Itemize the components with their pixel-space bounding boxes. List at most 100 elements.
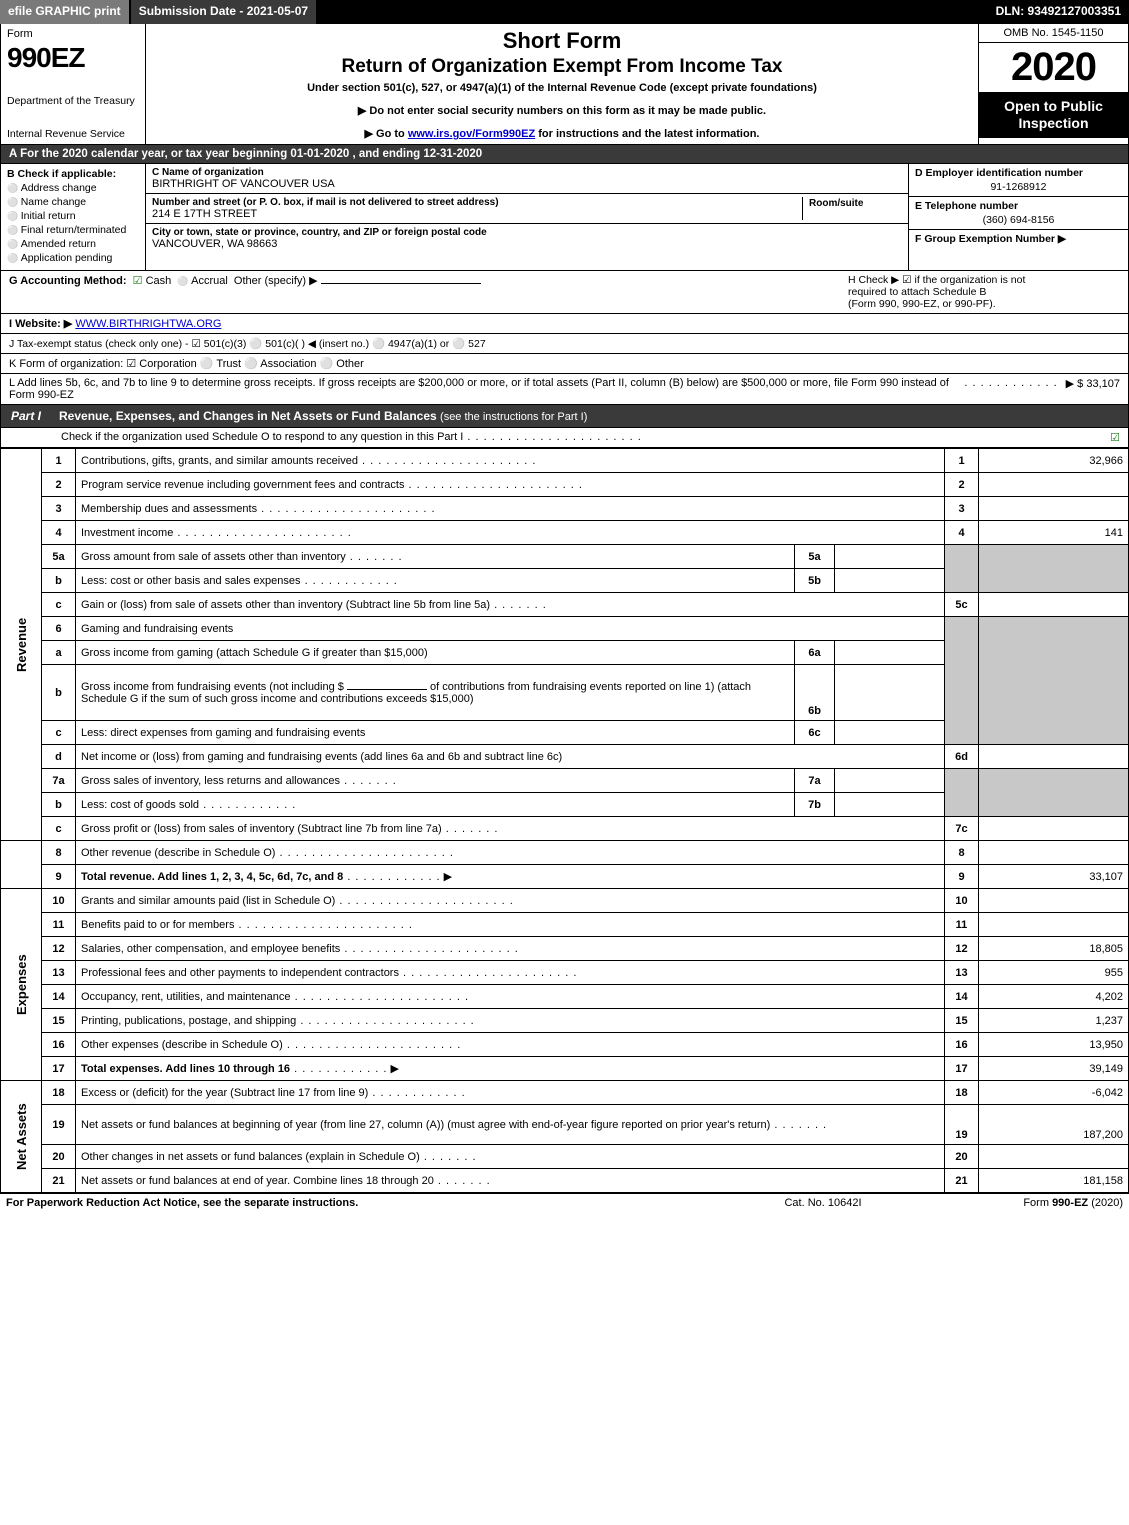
line-6d-ln: 6d: [945, 745, 979, 769]
line-4-amt: 141: [979, 521, 1129, 545]
form-header: Form 990EZ Department of the Treasury In…: [0, 24, 1129, 145]
line-6a-sv: [835, 641, 945, 665]
line-10-desc: Grants and similar amounts paid (list in…: [76, 889, 945, 913]
line-19: 19 Net assets or fund balances at beginn…: [1, 1105, 1129, 1145]
dept-treasury: Department of the Treasury: [7, 95, 139, 107]
goto-post: for instructions and the latest informat…: [535, 128, 759, 140]
ein-value: 91-1268912: [915, 181, 1122, 193]
line-6a-desc: Gross income from gaming (attach Schedul…: [76, 641, 795, 665]
line-7a-desc: Gross sales of inventory, less returns a…: [76, 769, 795, 793]
chk-amended-return[interactable]: Amended return: [7, 238, 139, 250]
line-17-dots: [290, 1063, 387, 1075]
part-1-schedule-o-checkbox[interactable]: [1100, 431, 1120, 444]
line-12-desc: Salaries, other compensation, and employ…: [76, 937, 945, 961]
h-line3: (Form 990, 990-EZ, or 990-PF).: [848, 298, 1120, 310]
line-5a-sv: [835, 545, 945, 569]
title-short-form: Short Form: [154, 28, 970, 54]
line-5a-sn: 5a: [795, 545, 835, 569]
line-6abc-ln-grey: [945, 617, 979, 745]
sidelabel-expenses: Expenses: [1, 889, 42, 1081]
part-1-table: Revenue 1 Contributions, gifts, grants, …: [0, 448, 1129, 1193]
line-7a-num: 7a: [42, 769, 76, 793]
chk-address-change[interactable]: Address change: [7, 182, 139, 194]
ein-label: D Employer identification number: [915, 167, 1122, 179]
line-21-desc: Net assets or fund balances at end of ye…: [76, 1169, 945, 1193]
line-18: Net Assets 18 Excess or (deficit) for th…: [1, 1081, 1129, 1105]
page-footer: For Paperwork Reduction Act Notice, see …: [0, 1193, 1129, 1212]
line-a-tax-year: A For the 2020 calendar year, or tax yea…: [0, 145, 1129, 164]
line-17-desc-b: Total expenses. Add lines 10 through 16: [81, 1063, 290, 1075]
section-c: C Name of organization BIRTHRIGHT OF VAN…: [146, 164, 908, 270]
city-label: City or town, state or province, country…: [152, 227, 902, 238]
line-4-num: 4: [42, 521, 76, 545]
org-name-value: BIRTHRIGHT OF VANCOUVER USA: [152, 178, 902, 190]
phone-value: (360) 694-8156: [915, 214, 1122, 226]
topbar-spacer: [318, 0, 987, 24]
line-5a: 5a Gross amount from sale of assets othe…: [1, 545, 1129, 569]
line-7b-sn: 7b: [795, 793, 835, 817]
submission-date-button[interactable]: Submission Date - 2021-05-07: [131, 0, 318, 24]
line-6-desc: Gaming and fundraising events: [76, 617, 945, 641]
line-16: 16 Other expenses (describe in Schedule …: [1, 1033, 1129, 1057]
footer-mid: Cat. No. 10642I: [723, 1197, 923, 1209]
chk-other[interactable]: Other (specify) ▶: [234, 275, 318, 287]
line-6abc-amt-grey: [979, 617, 1129, 745]
line-8-num: 8: [42, 841, 76, 865]
line-5c-desc: Gain or (loss) from sale of assets other…: [76, 593, 945, 617]
chk-final-return[interactable]: Final return/terminated: [7, 224, 139, 236]
website-link[interactable]: WWW.BIRTHRIGHTWA.ORG: [75, 318, 221, 330]
chk-initial-return[interactable]: Initial return: [7, 210, 139, 222]
open-inspection: Open to Public Inspection: [979, 92, 1128, 138]
line-5b-num: b: [42, 569, 76, 593]
line-6d-num: d: [42, 745, 76, 769]
line-18-num: 18: [42, 1081, 76, 1105]
line-7a-sv: [835, 769, 945, 793]
block-b-through-f: B Check if applicable: Address change Na…: [0, 164, 1129, 271]
city-row: City or town, state or province, country…: [146, 224, 908, 253]
line-10: Expenses 10 Grants and similar amounts p…: [1, 889, 1129, 913]
chk-name-change[interactable]: Name change: [7, 196, 139, 208]
group-exemption-label: F Group Exemption Number ▶: [915, 233, 1066, 245]
h-line1: H Check ▶ ☑ if the organization is not: [848, 274, 1120, 286]
line-19-num: 19: [42, 1105, 76, 1145]
line-5ab-ln-grey: [945, 545, 979, 593]
line-11: 11 Benefits paid to or for members 11: [1, 913, 1129, 937]
goto-link[interactable]: www.irs.gov/Form990EZ: [408, 128, 535, 140]
line-4-ln: 4: [945, 521, 979, 545]
line-17-desc: Total expenses. Add lines 10 through 16 …: [76, 1057, 945, 1081]
line-15-ln: 15: [945, 1009, 979, 1033]
footer-left: For Paperwork Reduction Act Notice, see …: [6, 1197, 723, 1209]
line-17: 17 Total expenses. Add lines 10 through …: [1, 1057, 1129, 1081]
org-name-label: C Name of organization: [152, 167, 902, 178]
chk-cash[interactable]: Cash: [133, 275, 172, 287]
tax-year: 2020: [979, 43, 1128, 92]
line-14-amt: 4,202: [979, 985, 1129, 1009]
line-7b-sv: [835, 793, 945, 817]
section-e: E Telephone number (360) 694-8156: [909, 197, 1128, 230]
part-1-paren: (see the instructions for Part I): [440, 411, 587, 423]
org-name-row: C Name of organization BIRTHRIGHT OF VAN…: [146, 164, 908, 194]
line-17-amt: 39,149: [979, 1057, 1129, 1081]
section-g-h: G Accounting Method: Cash Accrual Other …: [0, 271, 1129, 314]
line-4-desc: Investment income: [76, 521, 945, 545]
line-16-num: 16: [42, 1033, 76, 1057]
line-12-ln: 12: [945, 937, 979, 961]
line-2-desc: Program service revenue including govern…: [76, 473, 945, 497]
chk-accrual[interactable]: Accrual: [177, 275, 227, 287]
line-6b-desc: Gross income from fundraising events (no…: [76, 665, 795, 721]
section-b-title: B Check if applicable:: [7, 168, 139, 180]
line-11-num: 11: [42, 913, 76, 937]
line-5c-ln: 5c: [945, 593, 979, 617]
line-6b-d1: Gross income from fundraising events (no…: [81, 681, 344, 693]
section-d: D Employer identification number 91-1268…: [909, 164, 1128, 197]
line-9-desc: Total revenue. Add lines 1, 2, 3, 4, 5c,…: [76, 865, 945, 889]
section-h: H Check ▶ ☑ if the organization is not r…: [840, 274, 1120, 310]
chk-application-pending[interactable]: Application pending: [7, 252, 139, 264]
line-7c-ln: 7c: [945, 817, 979, 841]
line-3-ln: 3: [945, 497, 979, 521]
efile-print-button[interactable]: efile GRAPHIC print: [0, 0, 131, 24]
line-11-ln: 11: [945, 913, 979, 937]
dept-irs: Internal Revenue Service: [7, 128, 139, 140]
line-20: 20 Other changes in net assets or fund b…: [1, 1145, 1129, 1169]
line-6-num: 6: [42, 617, 76, 641]
